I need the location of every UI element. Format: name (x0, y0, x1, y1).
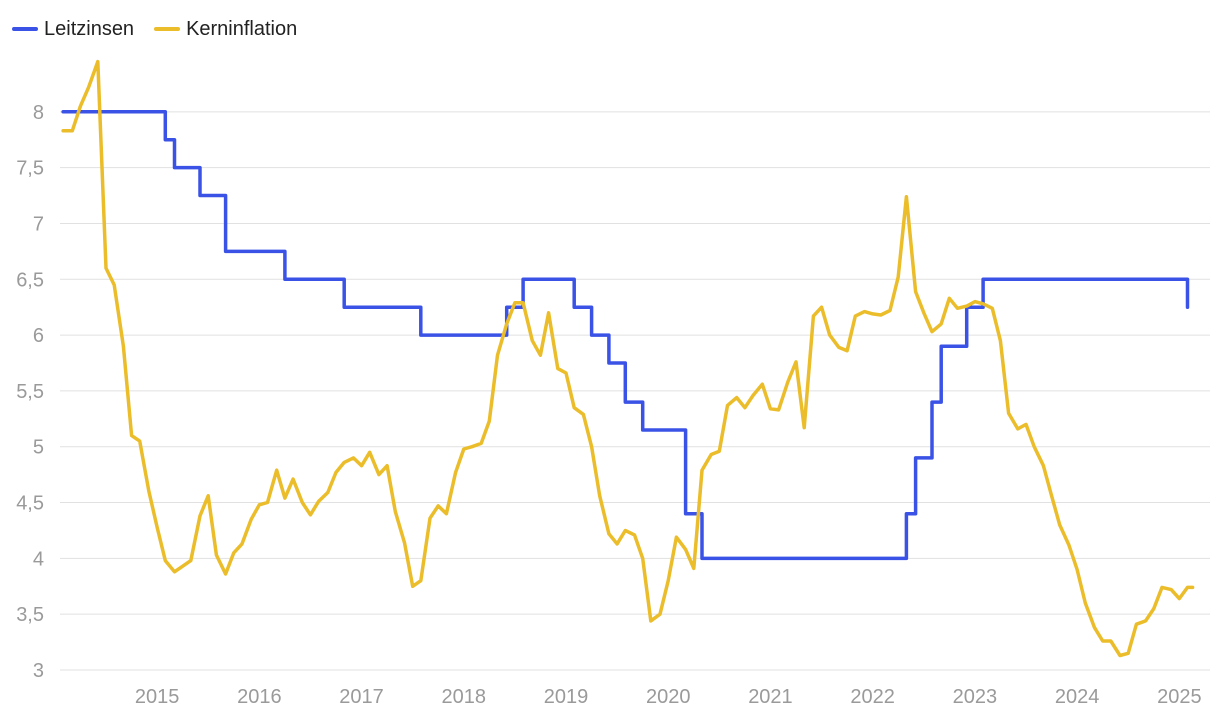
y-axis-tick-labels: 8 7,5 7 6,5 6 5,5 5 4,5 4 3,5 3 (16, 102, 44, 682)
x-tick-label: 2023 (953, 686, 998, 708)
x-tick-label: 2024 (1055, 686, 1100, 708)
x-tick-label: 2016 (237, 686, 282, 708)
x-tick-label: 2019 (544, 686, 589, 708)
x-tick-label: 2018 (442, 686, 487, 708)
chart-legend: Leitzinsen Kerninflation (12, 16, 317, 42)
y-tick-label: 7 (33, 213, 44, 235)
y-tick-label: 8 (33, 102, 44, 124)
y-tick-label: 5,5 (16, 381, 44, 403)
x-tick-label: 2017 (339, 686, 384, 708)
y-tick-label: 7,5 (16, 158, 44, 180)
legend-label-kerninflation: Kerninflation (186, 17, 298, 40)
legend-item-kerninflation[interactable]: Kerninflation (154, 18, 297, 41)
y-tick-label: 6,5 (16, 269, 44, 291)
y-tick-label: 5 (33, 437, 44, 459)
series-line-leitzinsen (61, 110, 1190, 561)
x-tick-label: 2025 (1157, 686, 1202, 708)
x-tick-label: 2015 (135, 686, 180, 708)
series-line-kerninflation (61, 59, 1195, 658)
x-axis-tick-labels: 2015 2016 2017 2018 2019 2020 2021 2022 2023 2024… (135, 686, 1202, 708)
x-tick-label: 2020 (646, 686, 691, 708)
y-tick-label: 4 (33, 548, 44, 570)
x-tick-label: 2022 (850, 686, 895, 708)
series-lines (61, 59, 1195, 658)
y-tick-label: 6 (33, 325, 44, 347)
y-tick-label: 3,5 (16, 604, 44, 626)
y-tick-label: 3 (33, 660, 44, 682)
legend-swatch-leitzinsen (12, 27, 38, 31)
x-tick-label: 2021 (748, 686, 793, 708)
legend-swatch-kerninflation (154, 27, 181, 31)
legend-label-leitzinsen: Leitzinsen (44, 17, 135, 40)
y-tick-label: 4,5 (16, 493, 44, 515)
legend-item-leitzinsen[interactable]: Leitzinsen (12, 18, 134, 41)
grid-lines (60, 111, 1210, 671)
